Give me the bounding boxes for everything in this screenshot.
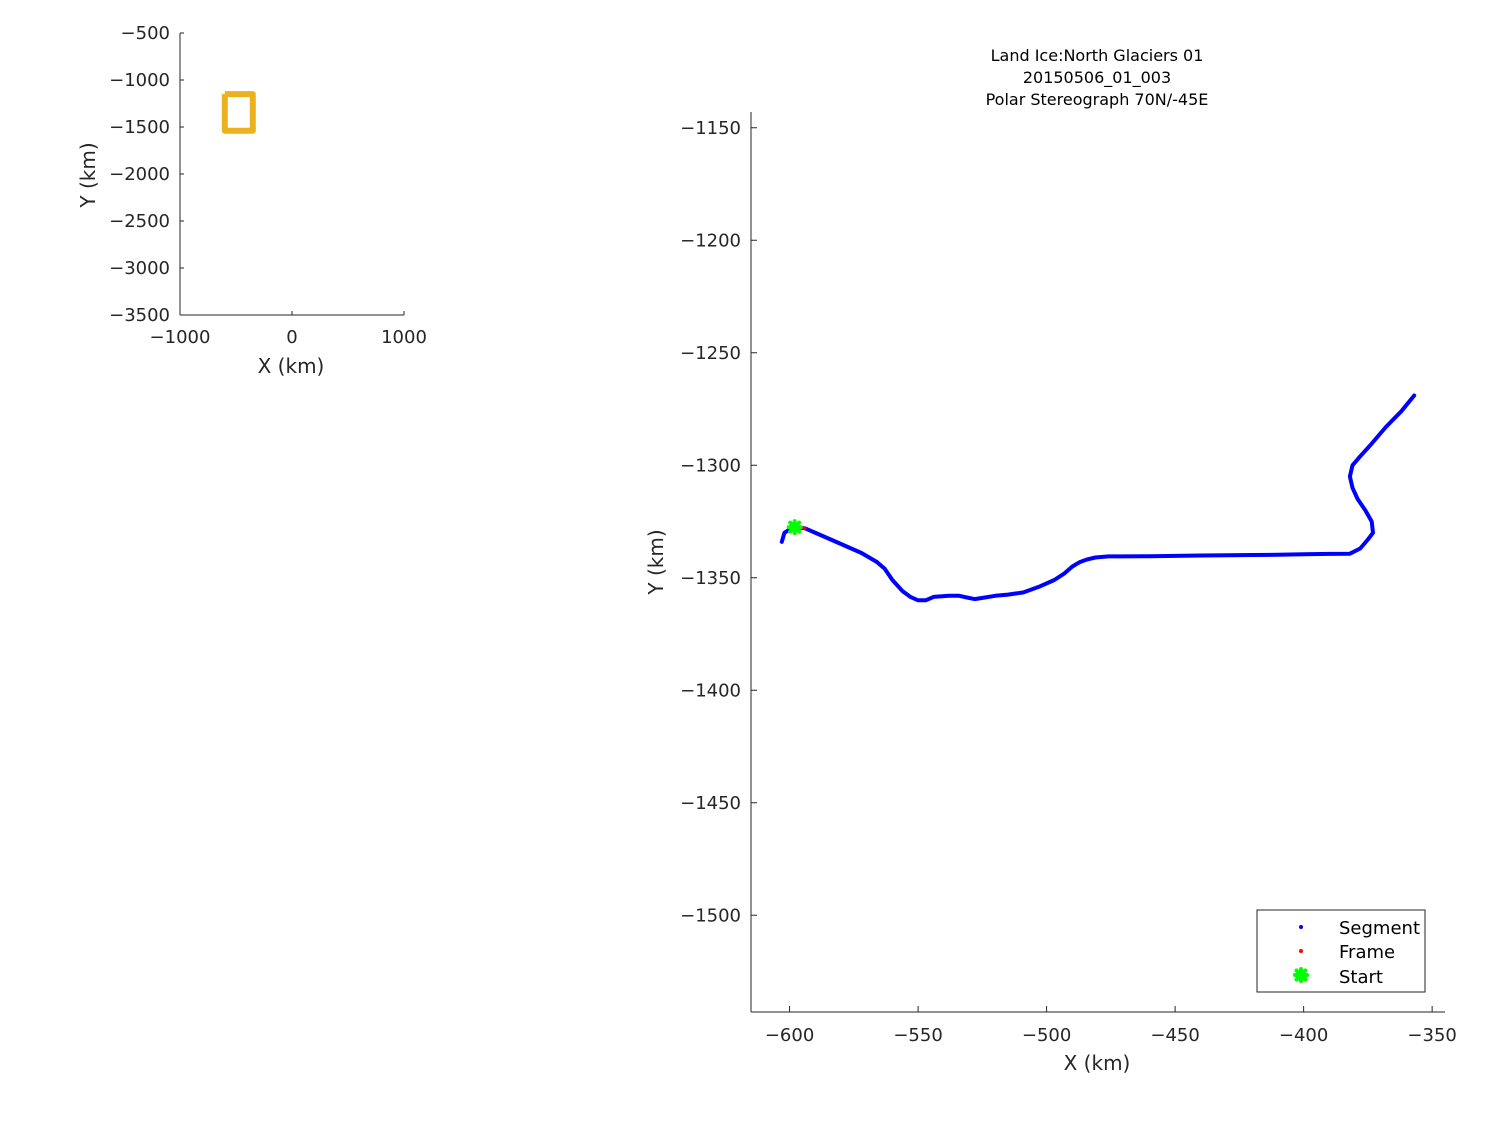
overview-y-tick-label: −500 (121, 23, 170, 44)
overview-y-tick-label: −1000 (109, 70, 170, 91)
overview-x-ticks: −1000 0 1000 (150, 311, 427, 348)
legend-frame-label: Frame (1339, 942, 1395, 963)
overview-boundary-line (221, 91, 256, 134)
main-y-tick-label: −1500 (680, 905, 741, 926)
main-y-tick-label: −1200 (680, 230, 741, 251)
overview-plot: −500 −1000 −1500 −2000 −2500 −3000 −3500 −1000… (76, 23, 427, 378)
main-plot: Land Ice:North Glaciers 01 20150506_01_0… (644, 46, 1457, 1075)
overview-y-axis-label: Y (km) (76, 142, 100, 208)
overview-y-ticks: −500 −1000 −1500 −2000 −2500 −3000 −3500 (109, 23, 184, 326)
legend-start-label: Start (1339, 967, 1383, 988)
main-y-tick-label: −1300 (680, 455, 741, 476)
main-y-tick-label: −1400 (680, 680, 741, 701)
main-y-axis-label: Y (km) (644, 529, 668, 595)
legend-segment-marker (1299, 925, 1303, 929)
main-x-tick-label: −600 (765, 1025, 814, 1046)
overview-x-tick-label: −1000 (150, 327, 211, 348)
legend-segment-label: Segment (1339, 918, 1420, 939)
overview-x-tick-label: 0 (286, 327, 297, 348)
main-x-tick-label: −350 (1407, 1025, 1456, 1046)
legend: Segment Frame Start (1256, 909, 1426, 993)
main-series (779, 393, 1417, 603)
legend-start-marker (1293, 967, 1309, 983)
overview-y-tick-label: −2000 (109, 164, 170, 185)
main-y-tick-label: −1150 (680, 118, 741, 139)
overview-y-tick-label: −2500 (109, 211, 170, 232)
start-marker (786, 519, 803, 536)
main-x-tick-label: −400 (1279, 1025, 1328, 1046)
main-y-ticks: −1150 −1200 −1250 −1300 −1350 −1400 −1450 −1500 (680, 118, 757, 926)
overview-y-tick-label: −3000 (109, 258, 170, 279)
main-title-line-2: 20150506_01_003 (1023, 68, 1171, 88)
overview-series (221, 91, 256, 134)
main-title: Land Ice:North Glaciers 01 20150506_01_0… (986, 46, 1209, 109)
legend-box (1256, 909, 1426, 993)
main-x-ticks: −600 −550 −500 −450 −400 −350 (765, 1006, 1457, 1046)
overview-x-axis-label: X (km) (258, 354, 325, 378)
segment-track (779, 393, 1417, 603)
overview-y-tick-label: −1500 (109, 117, 170, 138)
main-x-tick-label: −450 (1150, 1025, 1199, 1046)
legend-frame-marker (1299, 949, 1303, 953)
main-y-tick-label: −1250 (680, 343, 741, 364)
main-title-line-3: Polar Stereograph 70N/-45E (986, 90, 1209, 109)
main-x-axis-label: X (km) (1064, 1051, 1131, 1075)
main-title-line-1: Land Ice:North Glaciers 01 (991, 46, 1204, 65)
main-x-tick-label: −500 (1022, 1025, 1071, 1046)
main-y-tick-label: −1350 (680, 568, 741, 589)
main-x-tick-label: −550 (893, 1025, 942, 1046)
overview-y-tick-label: −3500 (109, 305, 170, 326)
main-y-tick-label: −1450 (680, 793, 741, 814)
overview-x-tick-label: 1000 (381, 327, 427, 348)
